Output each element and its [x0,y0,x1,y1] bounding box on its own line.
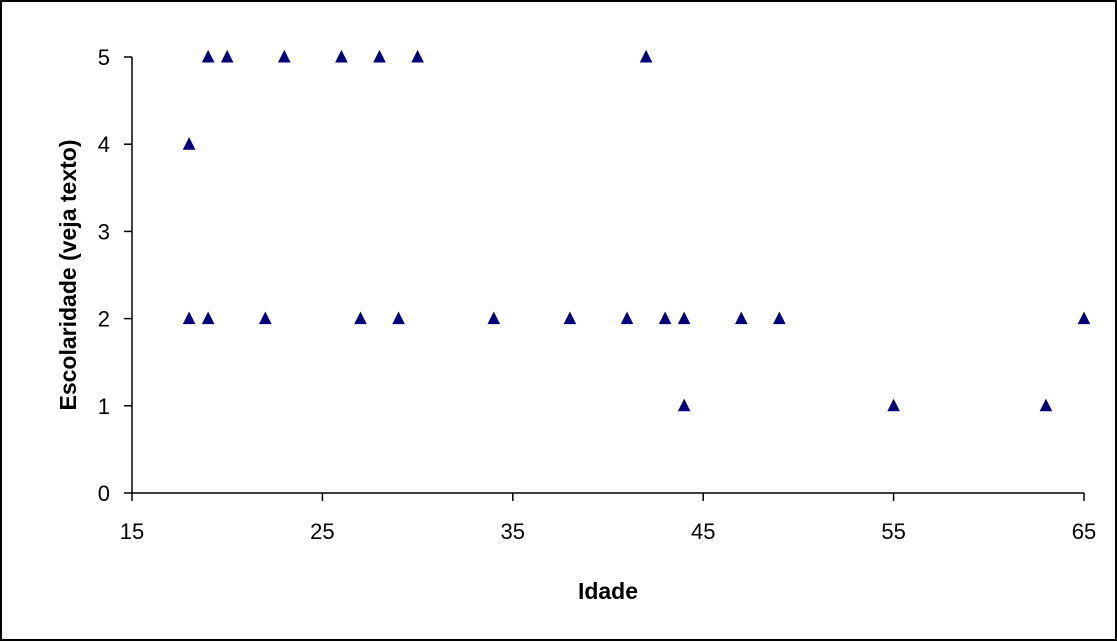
x-axis-title: Idade [578,578,638,604]
data-point [278,49,291,63]
axes [131,57,1084,494]
x-tick-label: 25 [310,519,334,544]
data-point [887,398,900,412]
y-tick-label: 2 [98,307,110,332]
data-point [773,311,786,325]
y-tick-label: 4 [98,132,110,157]
data-point [734,311,748,325]
data-point [220,49,234,63]
data-point [639,49,653,63]
data-point [201,49,215,63]
data-point [1077,311,1091,325]
y-tick-label: 3 [98,219,110,244]
x-tick-label: 45 [691,519,715,544]
x-tick-label: 15 [120,519,144,544]
data-point [335,49,348,63]
data-point [182,137,196,150]
y-axis-title: Escolaridade (veja texto) [55,140,81,411]
data-point [677,311,691,325]
data-point [373,49,386,63]
data-point [658,311,672,325]
x-tick-label: 35 [501,519,525,544]
data-point [392,311,405,325]
data-point [677,398,691,412]
x-tick-label: 55 [881,519,905,544]
y-ticks: 0 1 2 3 4 5 [98,45,132,506]
data-points [182,49,1091,412]
data-point [411,49,424,63]
x-ticks: 15 25 35 45 55 65 [120,493,1096,544]
data-point [354,311,367,325]
y-tick-label: 1 [98,394,110,419]
data-point [563,311,577,325]
data-point [201,311,215,325]
data-point [487,311,501,325]
x-tick-label: 65 [1072,519,1096,544]
data-point [258,311,272,325]
y-tick-label: 0 [98,481,110,506]
data-point [1039,398,1053,412]
data-point [182,311,196,325]
data-point [620,311,634,325]
y-tick-label: 5 [98,45,110,70]
